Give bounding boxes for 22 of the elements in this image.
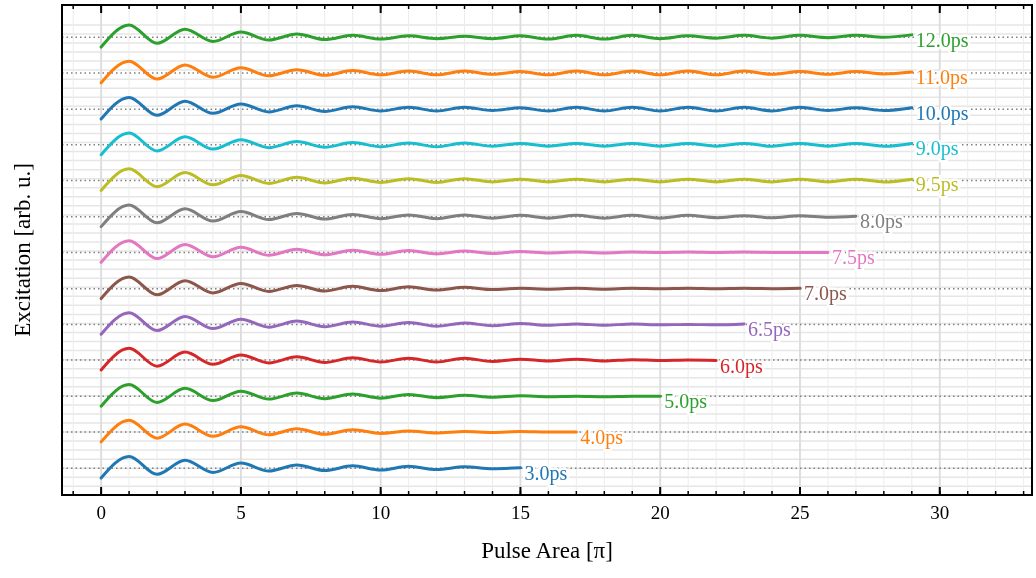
series-label: 9.5ps (915, 173, 959, 197)
x-axis-title: Pulse Area [π] (481, 538, 613, 563)
series-label: 7.0ps (803, 282, 847, 306)
x-tick-label: 0 (96, 502, 106, 523)
series-label: 10.0ps (915, 101, 969, 125)
series-label: 12.0ps (915, 28, 969, 52)
x-tick-label: 5 (236, 502, 246, 523)
series-label: 8.0ps (859, 210, 903, 234)
series-label: 9.0ps (915, 137, 959, 161)
series-label: 4.0ps (580, 426, 624, 450)
x-tick-label: 25 (790, 502, 810, 523)
series-label: 5.0ps (664, 390, 708, 414)
x-tick-label: 20 (650, 502, 670, 523)
series-label: 11.0ps (915, 66, 969, 89)
x-tick-label: 30 (930, 502, 950, 523)
series-label: 6.0ps (720, 354, 764, 378)
series-label: 7.5ps (831, 246, 875, 270)
series-label: 3.0ps (524, 461, 568, 485)
x-tick-label: 15 (510, 502, 530, 523)
series-label: 6.5ps (748, 317, 792, 341)
x-tick-label: 10 (371, 502, 391, 523)
y-axis-title: Excitation [arb. u.] (10, 163, 35, 337)
